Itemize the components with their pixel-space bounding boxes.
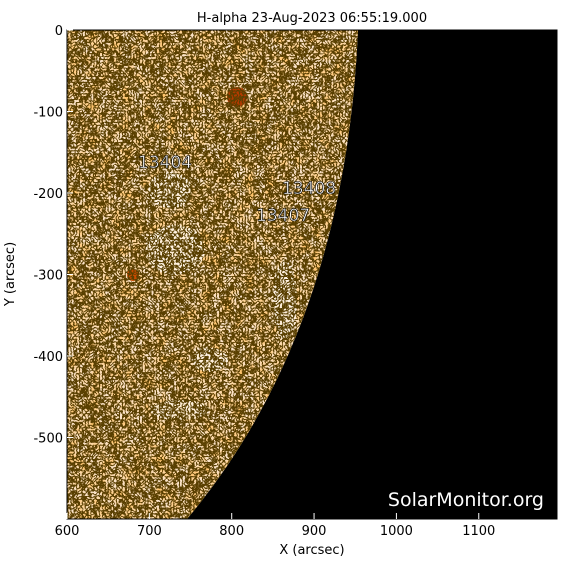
y-tick-label: -400 [33, 350, 63, 365]
chart-title: H-alpha 23-Aug-2023 06:55:19.000 [197, 11, 427, 26]
y-tick-label: -300 [33, 269, 63, 284]
x-tick-label: 1100 [462, 524, 495, 539]
x-tick-label: 600 [55, 524, 80, 539]
watermark: SolarMonitor.org [388, 489, 544, 511]
y-tick-label: -100 [33, 106, 63, 121]
y-tick-label: -500 [33, 432, 63, 447]
region-label: 13407 [256, 206, 310, 226]
region-label: 13404 [138, 153, 192, 173]
x-tick-label: 800 [219, 524, 244, 539]
y-tick-label: -200 [33, 187, 63, 202]
y-axis-label: Y (arcsec) [3, 242, 18, 307]
image [67, 30, 557, 519]
x-tick-label: 1000 [380, 524, 413, 539]
y-tick-label: 0 [55, 24, 63, 39]
x-tick-label: 900 [302, 524, 327, 539]
region-label: 13408 [282, 179, 336, 199]
x-axis-label: X (arcsec) [279, 543, 344, 558]
x-tick-label: 700 [137, 524, 162, 539]
